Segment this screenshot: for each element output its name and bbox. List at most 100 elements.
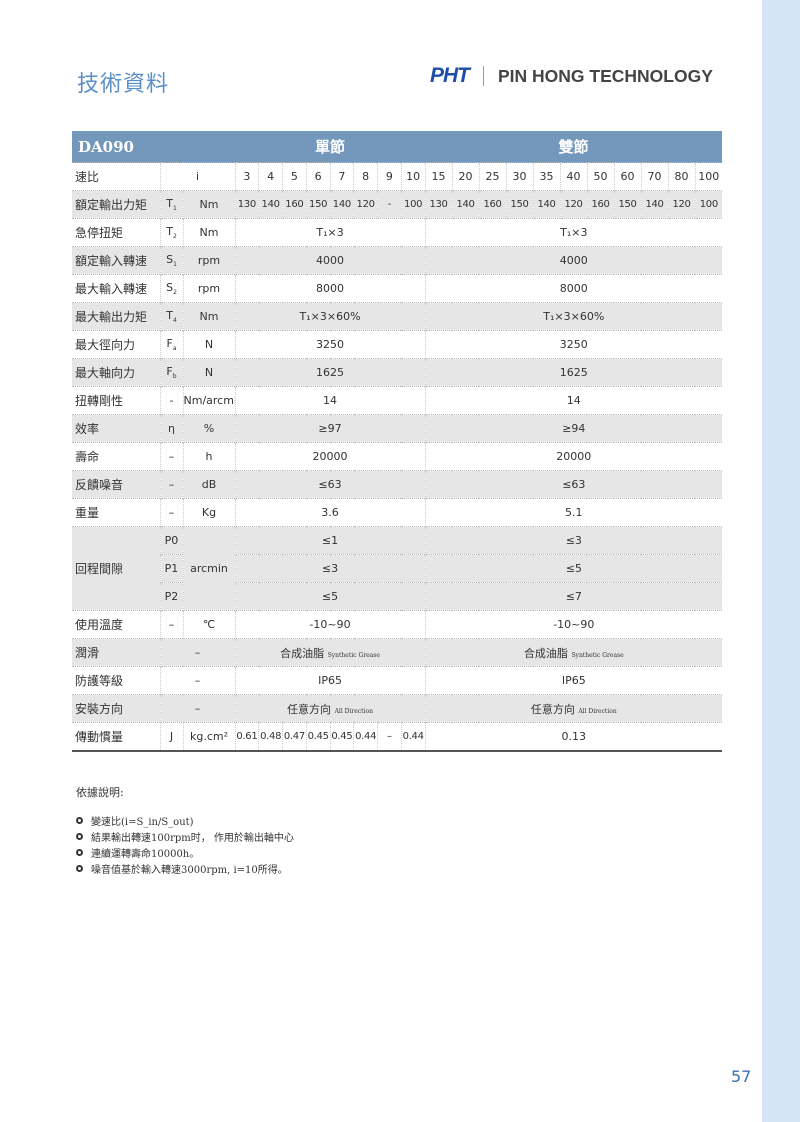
double-stage-value: ≥94 — [424, 414, 723, 443]
single-value-text: IP65 — [318, 674, 342, 687]
table-row: 急停扭矩 T2 Nm T₁×3 T₁×3 — [72, 218, 723, 247]
value-cell: 120 — [667, 190, 696, 219]
double-stage-value: ≤63 — [424, 470, 723, 499]
row-label: 額定輸入轉速 — [72, 246, 160, 275]
table-row: 重量 – Kg 3.6 5.1 — [72, 498, 723, 527]
symbol-cell: - — [159, 386, 183, 415]
value-cell: 150 — [505, 190, 534, 219]
row-label: 壽命 — [72, 442, 160, 471]
symbol-cell: S2 — [159, 274, 183, 303]
symbol-unit-cell: – — [159, 694, 236, 723]
double-value-text: 3250 — [559, 338, 588, 351]
logo-mark: PHT — [430, 64, 470, 87]
symbol-cell: η — [159, 414, 183, 443]
symbol-unit-cell: – — [159, 638, 236, 667]
single-value-text: ≤1 — [321, 534, 339, 547]
single-stage-value: 3250 — [234, 330, 426, 359]
value-cell: 140 — [451, 190, 480, 219]
ratio-value: 15 — [424, 162, 453, 191]
symbol-subscript: b — [172, 373, 177, 381]
double-stage-value: 14 — [424, 386, 723, 415]
single-stage-value: ≤5 — [234, 582, 426, 611]
notes-heading: 依據說明: — [76, 786, 124, 799]
single-value-text: 1625 — [316, 366, 345, 379]
symbol-cell: T4 — [159, 302, 183, 331]
single-stage-value: ≤63 — [234, 470, 426, 499]
table-row: 最大軸向力 Fb N 1625 1625 — [72, 358, 723, 387]
bullet-icon — [76, 816, 83, 824]
row-label: 最大輸入轉速 — [72, 274, 160, 303]
unit-cell: N — [182, 330, 236, 359]
row-label: 額定輸出力矩 — [72, 190, 160, 219]
symbol: T — [166, 196, 173, 210]
double-stage-value: 20000 — [424, 442, 723, 471]
symbol: S — [166, 280, 174, 294]
table-row: 最大輸入轉速 S2 rpm 8000 8000 — [72, 274, 723, 303]
ratio-value: 8 — [353, 162, 378, 191]
table-row: 扭轉剛性-Nm/arcmin 14 14 — [72, 386, 723, 415]
symbol-cell: Fa — [159, 330, 183, 359]
note-item: 連續運轉壽命10000h。 — [76, 844, 294, 860]
ratio-value: 60 — [613, 162, 642, 191]
double-stage-value: 1625 — [424, 358, 723, 387]
unit-cell: Nm/arcmin — [182, 386, 236, 415]
row-label: 重量 — [72, 498, 160, 527]
double-value-text: 合成油脂 — [523, 646, 568, 660]
double-value-english: Synthetic Grease — [571, 651, 624, 659]
ratio-value: 4 — [258, 162, 283, 191]
note-text: 變速比(i=S_in/S_out) — [91, 816, 194, 828]
symbol-cell: P1 — [159, 554, 183, 583]
table-row: 速比 i 3 4 5 6 7 8 9 10 15 20 25 30 35 40 50 60 70 80 100 — [72, 162, 723, 191]
symbol: T — [166, 308, 173, 322]
ratio-value: 6 — [305, 162, 331, 191]
symbol-subscript: 1 — [172, 205, 177, 213]
symbol-cell: T2 — [159, 218, 183, 247]
single-value-text: T₁×3×60% — [299, 310, 361, 323]
double-stage-value: 8000 — [424, 274, 723, 303]
table-row: P2 ≤5 ≤7 — [72, 582, 723, 611]
row-label: 最大徑向力 — [72, 330, 160, 359]
table-row: P1 ≤3 ≤5 — [72, 554, 723, 583]
single-value-english: Synthetic Grease — [327, 651, 380, 659]
value-cell: 160 — [586, 190, 615, 219]
symbol-cell: – — [159, 610, 183, 639]
value-cell: 0.48 — [258, 722, 283, 752]
value-cell: 150 — [305, 190, 331, 219]
ratio-value: 7 — [329, 162, 354, 191]
row-label: 最大軸向力 — [72, 358, 160, 387]
ratio-value: 40 — [559, 162, 588, 191]
company-name: PIN HONG TECHNOLOGY — [498, 65, 713, 86]
single-value-english: All Direction — [334, 707, 373, 715]
unit-cell: N — [182, 358, 236, 387]
single-value-text: 8000 — [316, 282, 345, 295]
bullet-icon — [76, 864, 83, 872]
single-value-text: 3.6 — [321, 506, 339, 519]
note-text: 連續運轉壽命10000h。 — [91, 848, 200, 860]
symbol-cell: Fb — [159, 358, 183, 387]
bullet-icon — [76, 848, 83, 856]
note-text: 噪音值基於輸入轉速3000rpm, i=10所得。 — [91, 864, 288, 876]
unit-cell: kg.cm² — [182, 722, 236, 752]
table-row: 使用溫度 – ℃ -10~90 -10~90 — [72, 610, 723, 639]
double-stage-value: 5.1 — [424, 498, 723, 527]
value-cell: 0.44 — [353, 722, 378, 752]
single-stage-value: 3.6 — [234, 498, 426, 527]
side-strip — [762, 0, 800, 1122]
single-stage-value: 合成油脂 Synthetic Grease — [234, 638, 426, 667]
single-stage-value: 4000 — [234, 246, 426, 275]
table-row: 最大徑向力 Fa N 3250 3250 — [72, 330, 723, 359]
value-cell: 100 — [694, 190, 723, 219]
value-cell: 0.47 — [282, 722, 307, 752]
value-cell: 160 — [282, 190, 307, 219]
row-label: 傳動慣量 — [72, 722, 160, 752]
symbol: T — [166, 224, 173, 238]
note-item: 噪音值基於輸入轉速3000rpm, i=10所得。 — [76, 860, 294, 876]
symbol: – — [168, 506, 175, 519]
symbol: – — [168, 618, 175, 631]
value-cell: 140 — [532, 190, 561, 219]
symbol-unit-cell: – — [159, 666, 236, 695]
single-stage-value: T₁×3 — [234, 218, 426, 247]
symbol: S — [166, 252, 174, 266]
symbol-cell: P2 — [159, 582, 183, 611]
spec-table: DA090 單節 雙節 速比 i 3 4 5 6 7 8 9 10 15 20 25 30 35 40 50 60… — [72, 131, 723, 752]
